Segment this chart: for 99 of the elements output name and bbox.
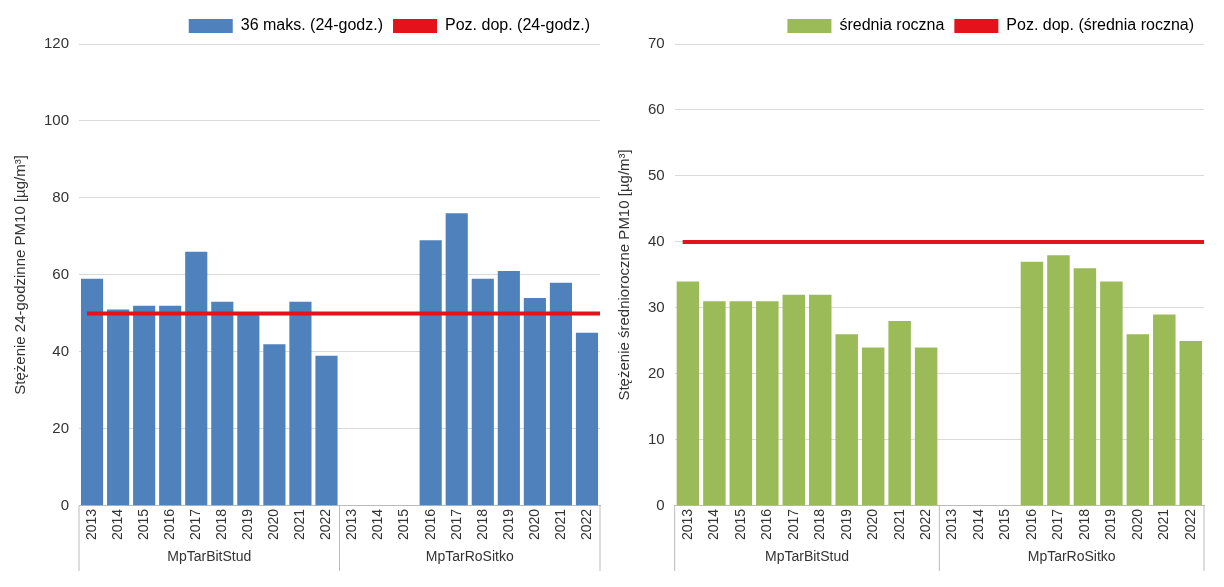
bar <box>861 347 885 506</box>
x-tick-label: 2015 <box>996 508 1013 541</box>
bar <box>159 305 182 506</box>
bar <box>1047 255 1070 506</box>
x-tick-label: 2019 <box>499 508 516 541</box>
bar <box>888 321 911 506</box>
bar <box>549 282 572 506</box>
y-tick-label: 80 <box>52 188 70 206</box>
bar <box>914 347 938 506</box>
x-tick-label: 2019 <box>239 508 256 541</box>
x-tick-label: 2013 <box>943 508 960 541</box>
x-tick-label: 2021 <box>551 508 568 541</box>
bar <box>133 305 156 506</box>
bar <box>676 281 700 506</box>
y-axis-title: Stężenie średnioroczne PM10 [µg/m³] <box>615 149 633 401</box>
bar <box>703 301 726 506</box>
bar <box>1100 281 1123 506</box>
x-tick-label: 2015 <box>135 508 152 541</box>
bar <box>1020 261 1044 506</box>
legend-label: Poz. dop. (średnia roczna) <box>1006 16 1195 34</box>
x-tick-label: 2018 <box>473 508 490 541</box>
y-axis-title: Stężenie 24-godzinne PM10 [µg/m³] <box>11 155 29 395</box>
bar <box>263 344 286 506</box>
bar <box>1126 334 1150 506</box>
x-tick-label: 2017 <box>187 508 204 541</box>
x-tick-label: 2013 <box>678 508 695 541</box>
x-tick-label: 2022 <box>916 508 933 541</box>
x-tick-label: 2020 <box>1128 508 1145 541</box>
bar <box>445 213 468 506</box>
y-tick-label: 0 <box>60 496 70 513</box>
bar <box>1179 340 1203 506</box>
y-tick-label: 20 <box>52 419 70 437</box>
y-tick-label: 60 <box>52 265 70 283</box>
x-tick-label: 2020 <box>525 508 542 541</box>
y-tick-label: 10 <box>648 430 665 448</box>
x-tick-label: 2021 <box>291 508 308 541</box>
y-tick-label: 70 <box>648 34 665 52</box>
bar <box>185 251 208 506</box>
legend-label: średnia roczna <box>839 16 945 34</box>
x-tick-label: 2015 <box>731 508 748 541</box>
x-tick-label: 2017 <box>447 508 464 541</box>
x-tick-label: 2021 <box>1155 508 1172 541</box>
bar <box>782 294 806 506</box>
bar <box>289 301 312 506</box>
x-tick-label: 2019 <box>1102 508 1119 541</box>
x-tick-label: 2020 <box>864 508 881 541</box>
bar <box>809 294 832 506</box>
bar <box>1073 268 1097 506</box>
x-tick-label: 2017 <box>1049 508 1066 541</box>
bar <box>497 271 520 506</box>
bar <box>315 355 338 506</box>
text: MpTarRoSitko <box>425 547 514 564</box>
x-tick-label: 2017 <box>784 508 801 541</box>
x-tick-label: 2013 <box>343 508 360 541</box>
y-tick-label: 40 <box>648 232 665 250</box>
text: MpTarBitStud <box>167 547 252 564</box>
x-tick-label: 2014 <box>705 508 722 541</box>
text: MpTarRoSitko <box>1027 547 1116 564</box>
x-tick-label: 2016 <box>421 508 438 541</box>
y-tick-label: 60 <box>648 100 665 118</box>
legend-label: Poz. dop. (24-godz.) <box>445 16 590 34</box>
x-tick-label: 2016 <box>758 508 775 541</box>
x-tick-label: 2022 <box>577 508 594 541</box>
x-tick-label: 2016 <box>161 508 178 541</box>
bar <box>523 298 546 506</box>
y-tick-label: 40 <box>52 342 70 360</box>
x-tick-label: 2021 <box>890 508 907 541</box>
bar <box>729 301 753 506</box>
y-tick-label: 20 <box>648 364 665 382</box>
x-tick-label: 2014 <box>369 508 386 541</box>
x-tick-label: 2019 <box>837 508 854 541</box>
y-tick-label: 0 <box>656 496 665 513</box>
bar <box>80 278 104 506</box>
bar <box>575 332 599 506</box>
x-tick-label: 2015 <box>395 508 412 541</box>
x-tick-label: 2013 <box>82 508 99 541</box>
bar <box>211 301 234 506</box>
bar <box>835 334 858 506</box>
bar <box>419 240 442 506</box>
bar <box>1153 314 1176 506</box>
y-tick-label: 50 <box>648 166 665 184</box>
x-tick-label: 2022 <box>1181 508 1198 541</box>
x-tick-label: 2018 <box>213 508 230 541</box>
bar <box>237 313 260 506</box>
text: MpTarBitStud <box>764 547 850 564</box>
x-tick-label: 2022 <box>317 508 334 541</box>
x-tick-label: 2016 <box>1022 508 1039 541</box>
x-tick-label: 2018 <box>1075 508 1092 541</box>
legend-label: 36 maks. (24-godz.) <box>240 16 384 34</box>
x-tick-label: 2014 <box>969 508 986 541</box>
y-tick-label: 120 <box>44 34 70 52</box>
x-tick-label: 2014 <box>108 508 125 541</box>
x-tick-label: 2020 <box>265 508 282 541</box>
bar <box>471 278 494 506</box>
bar <box>756 301 779 506</box>
bar <box>107 309 130 506</box>
y-tick-label: 100 <box>44 111 70 129</box>
y-tick-label: 30 <box>648 298 665 316</box>
x-tick-label: 2018 <box>811 508 828 541</box>
